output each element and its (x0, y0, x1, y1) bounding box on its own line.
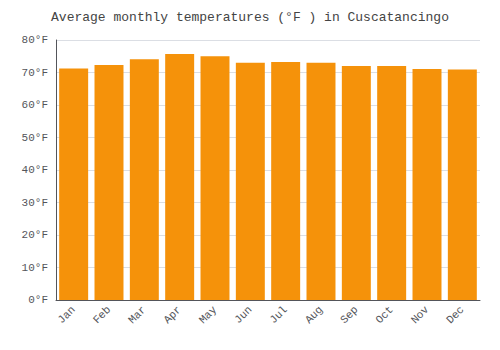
svg-text:Jul: Jul (267, 304, 289, 326)
svg-text:Aug: Aug (303, 304, 325, 326)
svg-text:70°F: 70°F (22, 67, 48, 79)
svg-text:Sep: Sep (338, 304, 360, 326)
svg-text:Apr: Apr (161, 304, 183, 326)
svg-text:0°F: 0°F (28, 294, 48, 306)
svg-text:10°F: 10°F (22, 262, 48, 274)
svg-text:60°F: 60°F (22, 99, 48, 111)
svg-text:Oct: Oct (373, 304, 395, 326)
svg-text:50°F: 50°F (22, 132, 48, 144)
svg-text:Feb: Feb (91, 304, 113, 326)
svg-text:Dec: Dec (444, 304, 466, 326)
svg-text:40°F: 40°F (22, 164, 48, 176)
svg-text:80°F: 80°F (22, 34, 48, 46)
svg-text:Jan: Jan (55, 304, 77, 326)
svg-text:Jun: Jun (232, 304, 254, 326)
svg-text:20°F: 20°F (22, 229, 48, 241)
svg-text:May: May (197, 303, 220, 326)
svg-text:Nov: Nov (409, 303, 432, 326)
svg-text:30°F: 30°F (22, 197, 48, 209)
svg-text:Average monthly temperatures (: Average monthly temperatures (°F ) in Cu… (51, 10, 449, 25)
svg-text:Mar: Mar (126, 304, 148, 326)
